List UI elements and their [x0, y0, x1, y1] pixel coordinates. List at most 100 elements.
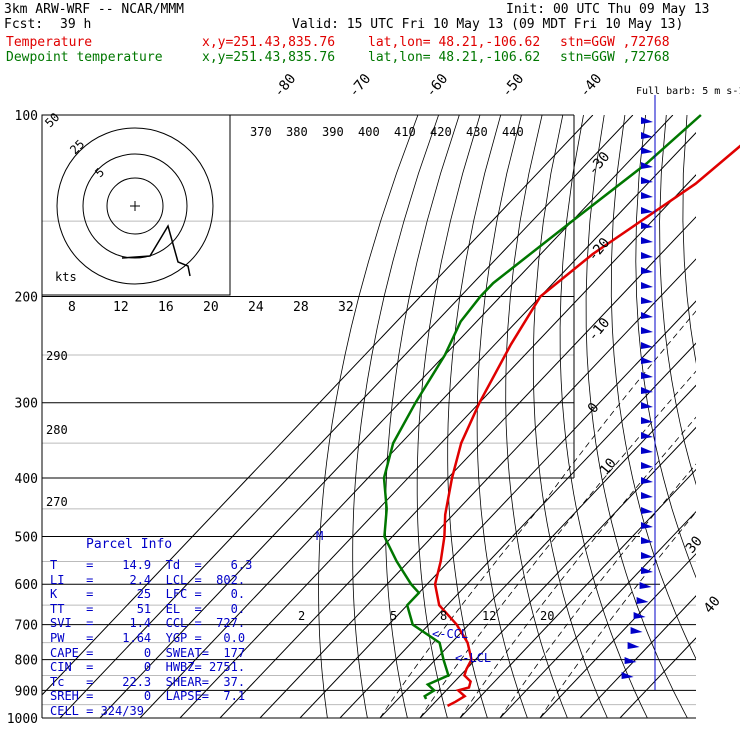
wind-barb	[641, 402, 653, 409]
isotherm-label: 40	[701, 593, 724, 616]
isotherm	[259, 258, 696, 718]
mixing-ratio-label: 8	[440, 609, 447, 623]
mixing-ratio-label: 5	[390, 609, 397, 623]
pressure-label-400: 400	[15, 472, 38, 487]
wind-barb	[641, 327, 653, 334]
annotation-ccl: <-CCL	[432, 627, 468, 641]
dry-adiabat	[635, 115, 696, 579]
theta-e-label: 440	[502, 125, 524, 139]
theta-e-label: 420	[430, 125, 452, 139]
temperature-line	[433, 144, 740, 708]
theta-label: 280	[46, 423, 68, 437]
isotherm	[219, 216, 696, 718]
isotherm-label: -70	[346, 71, 375, 101]
wind-barb	[641, 162, 653, 169]
fcst-hours: 39 h	[60, 17, 92, 32]
wind-barb	[641, 552, 653, 559]
parcel-row: TT = 51 EL = 0.	[50, 601, 246, 616]
dew-legend-label: Dewpoint temperature	[6, 50, 163, 65]
wind-barb	[641, 267, 653, 274]
fcst-label: Fcst:	[4, 17, 44, 32]
theta-e-label: 430	[466, 125, 488, 139]
model-title: 3km ARW-WRF -- NCAR/MMM	[4, 2, 185, 17]
wind-barb	[639, 582, 652, 589]
wind-barb	[633, 612, 646, 619]
isotherm	[579, 595, 696, 718]
speed-label: 8	[68, 300, 76, 315]
wind-barb	[641, 237, 653, 244]
wind-barb	[641, 312, 653, 319]
pressure-label-200: 200	[15, 291, 38, 306]
parcel-row: LI = 2.4 LCL = 802.	[50, 572, 246, 587]
init-time: Init: 00 UTC Thu 09 May 13	[506, 2, 710, 17]
hodo-trace	[121, 224, 191, 277]
isotherm	[419, 426, 696, 718]
wind-barb	[641, 387, 653, 394]
isotherm-label: -80	[271, 71, 300, 101]
parcel-row: SREH = 0 LAPSE= 7.1	[50, 689, 246, 704]
hodo-frame	[41, 114, 231, 296]
speed-label: 20	[203, 300, 219, 315]
dry-adiabat	[585, 115, 688, 718]
annotation-m: M	[316, 529, 323, 543]
dry-adiabat	[385, 115, 460, 718]
dew-legend-stn: stn=GGW ,72768	[560, 50, 670, 65]
isotherm	[539, 553, 696, 718]
theta-e-label: 380	[286, 125, 308, 139]
hodo-ring	[82, 153, 188, 259]
wind-barb	[641, 537, 653, 544]
isotherm-label: 10	[597, 455, 620, 478]
parcel-row: T = 14.9 Td = 6.3	[50, 558, 253, 572]
sounding-lines	[382, 114, 740, 708]
wind-barb	[641, 462, 653, 469]
dry-adiabat	[476, 115, 528, 718]
wind-barb	[627, 642, 640, 649]
temp-legend-stn: stn=GGW ,72768	[560, 35, 670, 50]
parcel-row: Tc = 22.3 SHEAR= 37.	[50, 674, 246, 689]
speed-label: 12	[113, 300, 129, 315]
parcel-row: PW = 1.64 YGP = 0.0	[50, 631, 246, 645]
isotherm	[59, 115, 634, 718]
dry-adiabat	[505, 115, 568, 718]
parcel-row: K = 25 LFC = 0.	[50, 587, 246, 602]
pressure-label-700: 700	[15, 619, 38, 634]
theta-e-label: 400	[358, 125, 380, 139]
pressure-label-900: 900	[15, 684, 38, 699]
dry-adiabat	[318, 115, 419, 718]
wind-barb	[630, 627, 643, 634]
wind-barb	[641, 372, 653, 379]
theta-e-label: 410	[394, 125, 416, 139]
grid-clipped	[42, 115, 740, 718]
wind-barb	[641, 177, 653, 184]
speed-label: 32	[338, 300, 354, 315]
dry-adiabat	[659, 115, 696, 486]
isotherm	[299, 300, 696, 718]
dry-adiabat	[610, 115, 696, 660]
hodo-ring	[106, 177, 164, 235]
isotherm-label: 30	[683, 533, 706, 556]
wind-barb	[641, 357, 653, 364]
wind-barb	[641, 297, 653, 304]
pressure-label-800: 800	[15, 654, 38, 669]
pressure-label-500: 500	[15, 530, 38, 545]
wind-barb	[641, 207, 653, 214]
dry-adiabat	[416, 115, 481, 718]
isotherm	[379, 384, 696, 718]
isotherm-label: -30	[585, 149, 614, 179]
wind-barb	[624, 657, 637, 664]
dry-adiabat	[532, 115, 608, 718]
temp-legend-latlon: lat,lon= 48.21,-106.62	[368, 35, 541, 50]
wind-barb	[641, 492, 653, 499]
temp-legend-xy: x,y=251.43,835.76	[202, 35, 336, 50]
isotherm	[499, 510, 696, 718]
isotherm	[619, 637, 696, 718]
wind-barb	[641, 447, 653, 454]
isotherm-label: -60	[423, 71, 452, 101]
wind-barb	[621, 672, 634, 679]
parcel-row: CELL = 324/39	[50, 704, 144, 718]
mixing-ratio-label: 12	[482, 609, 496, 623]
annotation-lcl: <-LCL	[455, 651, 491, 665]
speed-label: 28	[293, 300, 309, 315]
dry-adiabat	[728, 115, 740, 718]
